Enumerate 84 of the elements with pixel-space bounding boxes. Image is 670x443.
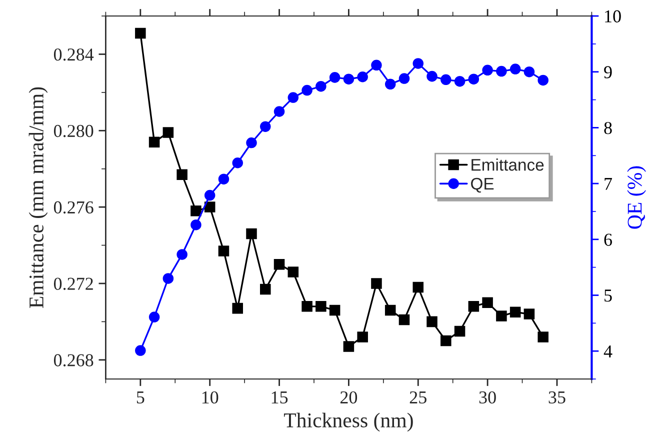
point bbox=[246, 137, 257, 148]
point bbox=[482, 297, 493, 308]
y-tick-label: 0.284 bbox=[54, 48, 94, 61]
x-tick-label: 10 bbox=[202, 391, 218, 404]
point bbox=[440, 335, 452, 346]
point bbox=[302, 84, 312, 96]
point bbox=[510, 64, 521, 74]
x-tick-label: 25 bbox=[410, 391, 426, 404]
point bbox=[440, 74, 452, 86]
point bbox=[426, 316, 438, 328]
point bbox=[176, 249, 188, 260]
y2-tick-label: 10 bbox=[605, 10, 621, 22]
point bbox=[204, 202, 216, 212]
point bbox=[162, 273, 174, 284]
point bbox=[288, 92, 299, 103]
point bbox=[329, 304, 340, 316]
legend-label: QE bbox=[471, 178, 494, 193]
point bbox=[384, 304, 396, 316]
point bbox=[510, 306, 521, 318]
y2-axis-title: QE (%) bbox=[627, 166, 646, 229]
point bbox=[190, 219, 202, 230]
point bbox=[135, 28, 146, 39]
point bbox=[148, 312, 160, 322]
point bbox=[538, 74, 548, 86]
y-tick-label: 0.280 bbox=[54, 124, 94, 138]
point bbox=[454, 326, 466, 337]
point bbox=[482, 64, 493, 76]
point bbox=[218, 174, 230, 184]
legend-label: Emittance bbox=[472, 158, 544, 171]
point bbox=[190, 205, 202, 216]
point bbox=[454, 76, 466, 87]
point bbox=[204, 190, 216, 201]
y2-tick-label: 5 bbox=[604, 290, 612, 302]
point bbox=[148, 136, 160, 148]
point bbox=[384, 78, 396, 90]
point bbox=[176, 169, 188, 180]
point bbox=[357, 71, 368, 82]
y2-tick-label: 8 bbox=[604, 122, 612, 134]
x-axis-title: Thickness (nm) bbox=[284, 412, 413, 432]
x-tick-label: 15 bbox=[272, 391, 288, 404]
point bbox=[218, 246, 230, 256]
x-tick-label: 35 bbox=[548, 391, 566, 404]
x-tick-label: 5 bbox=[136, 392, 144, 404]
point bbox=[232, 302, 243, 314]
point bbox=[524, 308, 535, 320]
y-tick-label: 0.272 bbox=[54, 278, 93, 290]
point bbox=[316, 80, 326, 92]
x-tick-label: 30 bbox=[479, 391, 496, 404]
point bbox=[468, 74, 480, 84]
point bbox=[468, 301, 480, 312]
point bbox=[274, 258, 285, 270]
point bbox=[426, 70, 438, 82]
y-axis-title: Emittance (mm mrad/mm) bbox=[28, 87, 48, 308]
point bbox=[412, 282, 424, 293]
y-tick-label: 0.276 bbox=[54, 201, 94, 214]
y-tick-label: 0.268 bbox=[54, 354, 94, 366]
point bbox=[246, 228, 257, 240]
point bbox=[329, 72, 340, 83]
point bbox=[274, 106, 285, 117]
point bbox=[398, 314, 410, 326]
point bbox=[343, 341, 354, 352]
point bbox=[288, 266, 299, 278]
y2-tick-label: 9 bbox=[604, 66, 612, 78]
point bbox=[538, 332, 548, 342]
point bbox=[343, 74, 354, 84]
point bbox=[496, 310, 507, 322]
point bbox=[232, 157, 243, 168]
y2-tick-label: 7 bbox=[604, 178, 612, 190]
point bbox=[135, 345, 146, 356]
y2-tick-label: 6 bbox=[604, 234, 612, 246]
point bbox=[316, 301, 326, 312]
point bbox=[496, 66, 507, 77]
point bbox=[398, 73, 410, 84]
point bbox=[412, 58, 424, 69]
point bbox=[260, 121, 271, 132]
y2-tick-label: 4 bbox=[604, 345, 612, 358]
point bbox=[371, 278, 382, 289]
point bbox=[357, 332, 368, 342]
point bbox=[260, 284, 271, 295]
point bbox=[302, 301, 312, 312]
point bbox=[371, 60, 382, 71]
point bbox=[524, 66, 535, 78]
x-tick-label: 20 bbox=[340, 391, 358, 404]
point bbox=[162, 127, 174, 138]
